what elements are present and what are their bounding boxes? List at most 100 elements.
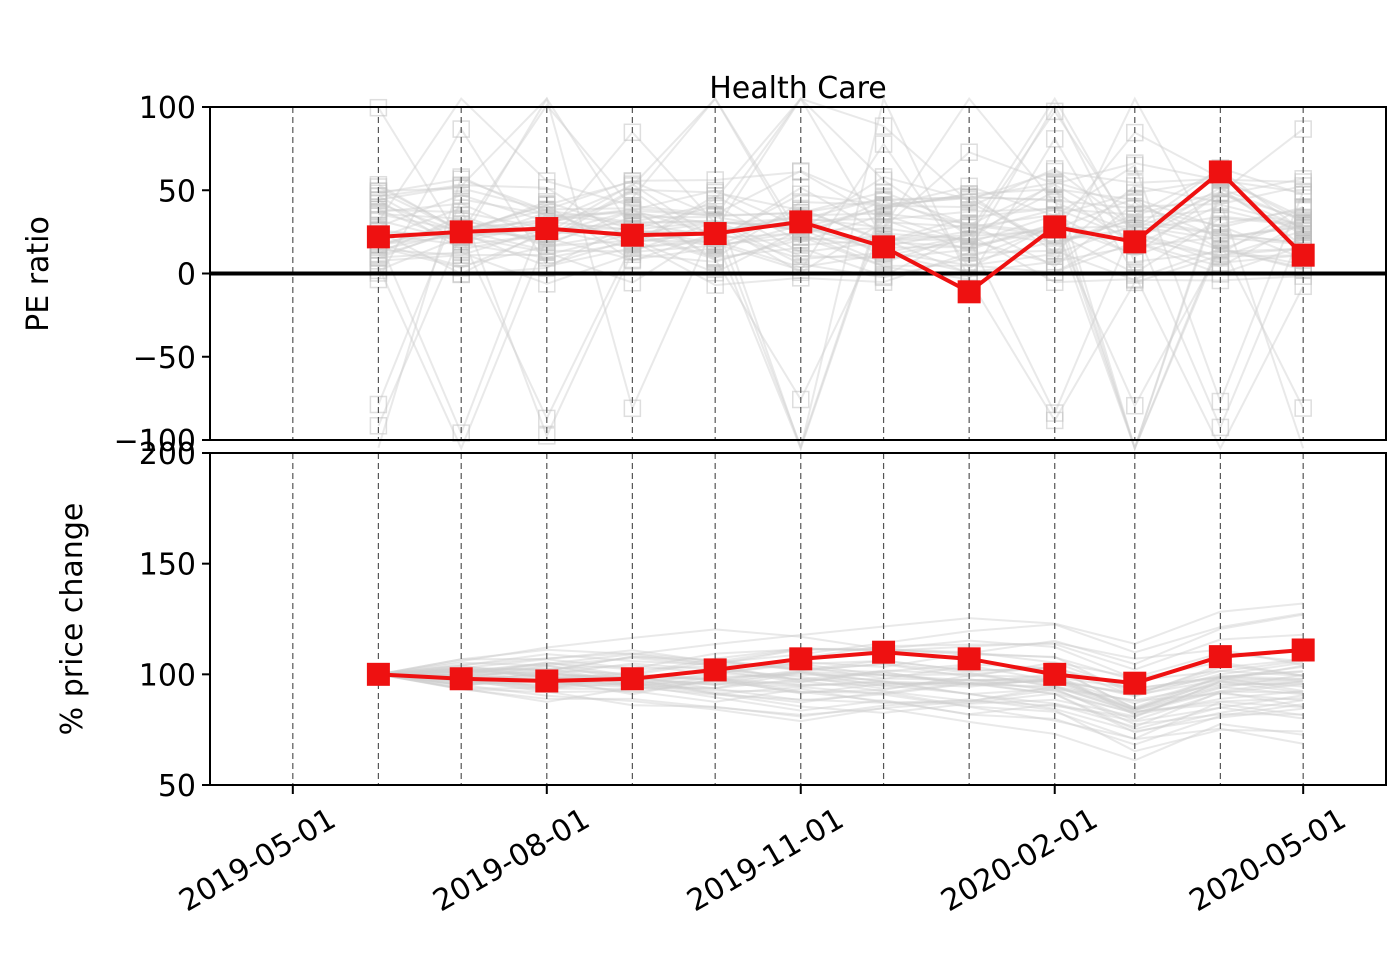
- series-point: [1043, 215, 1067, 239]
- background-line: [378, 220, 1304, 408]
- series-point: [366, 225, 390, 249]
- background-line: [378, 673, 1304, 762]
- background-line: [378, 652, 1304, 682]
- background-line: [378, 96, 1304, 266]
- background-line: [378, 97, 1304, 249]
- background-line: [378, 659, 1304, 703]
- series-point: [957, 280, 981, 304]
- price-y-axis-label: % price change: [55, 503, 90, 736]
- x-tick-label: 2019-05-01: [173, 802, 341, 919]
- background-line: [378, 671, 1304, 746]
- series-point: [620, 223, 644, 247]
- background-line: [378, 664, 1304, 716]
- background-line: [378, 673, 1304, 711]
- background-line: [378, 662, 1304, 697]
- background-line: [378, 178, 1304, 421]
- y-tick-label: 50: [158, 769, 196, 804]
- background-line: [378, 667, 1304, 745]
- background-line: [378, 96, 1304, 284]
- x-tick-label: 2020-05-01: [1184, 802, 1352, 919]
- pe-y-axis-label: PE ratio: [21, 216, 56, 332]
- price-axes-frame: [209, 452, 1387, 786]
- background-line: [378, 670, 1304, 726]
- background-line: [378, 658, 1304, 696]
- series-point: [449, 667, 473, 691]
- y-tick-label: 200: [139, 437, 196, 472]
- background-line: [378, 673, 1304, 723]
- series-point: [703, 222, 727, 246]
- y-tick-label: 150: [139, 548, 196, 583]
- background-line: [378, 163, 1305, 452]
- background-line: [377, 168, 1304, 233]
- background-line: [378, 130, 1304, 274]
- background-line: [378, 103, 1304, 263]
- price-background-lines: [378, 602, 1304, 762]
- background-line: [378, 142, 1304, 272]
- background-line: [378, 181, 1304, 452]
- background-line: [378, 602, 1304, 676]
- series-point: [366, 662, 390, 686]
- background-line: [378, 96, 1304, 402]
- y-tick-label: 50: [158, 174, 196, 209]
- background-line: [378, 662, 1304, 712]
- series-point: [535, 217, 559, 241]
- series-point: [620, 667, 644, 691]
- background-line: [377, 96, 1304, 247]
- chart-title: Health Care: [709, 71, 887, 106]
- y-tick-label: 100: [139, 91, 196, 126]
- background-line: [377, 219, 1305, 452]
- background-line: [378, 664, 1304, 740]
- background-line: [378, 669, 1304, 733]
- series-point: [789, 210, 813, 234]
- background-line: [377, 183, 1304, 247]
- background-line: [378, 97, 1304, 248]
- series-point: [957, 647, 981, 671]
- background-line: [377, 170, 1304, 405]
- background-marker: [452, 424, 470, 442]
- background-line: [378, 639, 1304, 680]
- background-line: [378, 669, 1304, 703]
- price-vertical-gridlines: [292, 453, 1304, 785]
- background-line: [377, 151, 1304, 449]
- background-line: [378, 103, 1304, 234]
- series-point: [1043, 662, 1067, 686]
- background-line: [378, 235, 1304, 423]
- price-y-ticks: 200 150 100 50: [139, 437, 210, 804]
- y-tick-label: −50: [133, 341, 196, 376]
- background-line: [378, 184, 1305, 449]
- series-line: [378, 647, 1304, 686]
- series-point: [789, 647, 813, 671]
- background-line: [378, 661, 1304, 690]
- background-line: [378, 641, 1304, 679]
- background-line: [378, 96, 1304, 256]
- background-line: [378, 667, 1304, 715]
- background-line: [378, 663, 1304, 712]
- background-line: [377, 97, 1304, 230]
- background-line: [378, 218, 1304, 260]
- background-line: [377, 128, 1304, 452]
- background-line: [378, 628, 1304, 693]
- background-line: [378, 239, 1304, 287]
- background-line: [378, 673, 1304, 753]
- series-point: [1208, 645, 1232, 669]
- series-point: [872, 640, 896, 664]
- background-line: [377, 207, 1305, 436]
- x-tick-label: 2019-11-01: [681, 802, 849, 919]
- series-point: [1208, 160, 1232, 184]
- background-line: [378, 633, 1304, 679]
- background-line: [378, 669, 1304, 702]
- price-highlight-series: [366, 638, 1315, 695]
- background-line: [377, 196, 1304, 451]
- x-tick-label: 2020-02-01: [935, 802, 1103, 919]
- background-line: [378, 226, 1304, 274]
- x-tick-label: 2019-08-01: [427, 802, 595, 919]
- series-point: [449, 220, 473, 244]
- background-line: [378, 653, 1304, 710]
- background-line: [378, 196, 1304, 260]
- y-tick-label: 100: [139, 658, 196, 693]
- background-line: [378, 657, 1304, 722]
- background-line: [378, 659, 1304, 710]
- background-line: [378, 655, 1304, 705]
- background-line: [378, 661, 1304, 698]
